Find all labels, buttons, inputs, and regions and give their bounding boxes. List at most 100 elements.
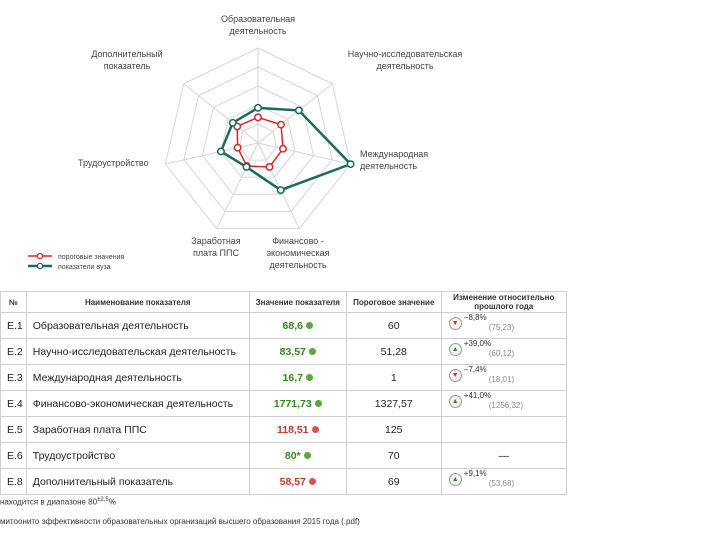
series-point: [228, 118, 237, 127]
footnote-source-link[interactable]: митоонито эффективности образовательных …: [0, 517, 360, 526]
status-green-icon: [308, 348, 316, 356]
status-green-icon: [305, 374, 313, 382]
change-column: ▲ +41,0% (1256,32): [440, 390, 567, 417]
radar-grid-ring: [164, 47, 352, 230]
table-row: Е.1 Образовательная деятельность 68,6 60 ▼ −8…: [0, 312, 567, 339]
legend-label: показатели вуза: [58, 264, 111, 271]
series-point: [279, 144, 287, 153]
axis-label: деятельность: [229, 26, 286, 36]
change-dash: —: [498, 449, 510, 462]
axis-label: Научно-исследовательская: [348, 49, 463, 59]
axis-label: Заработная: [191, 236, 241, 246]
change-cell: ▲ +39,0% (60,12): [448, 339, 559, 361]
trend-up-icon: ▲: [448, 343, 462, 356]
radar-spoke: [257, 142, 300, 229]
indicator-value: 118,51: [276, 423, 309, 436]
status-red-icon: [311, 426, 319, 434]
row-number: Е.4: [0, 390, 27, 417]
change-percent: +39,0%: [463, 339, 492, 348]
legend-marker: [36, 262, 44, 270]
change-column: ▼ −7,4% (18,01): [440, 364, 567, 391]
threshold-value: 70: [345, 442, 442, 469]
row-number: Е.2: [0, 338, 27, 365]
indicator-name: Финансово-экономическая деятельность: [25, 390, 250, 417]
row-number: Е.3: [0, 364, 27, 391]
col-change-header: Изменение относительно прошлого года: [440, 291, 567, 313]
previous-year-value: (75,23): [488, 323, 515, 332]
axis-label: плата ППС: [193, 248, 239, 258]
series-point: [346, 160, 355, 169]
axis-label: деятельность: [360, 161, 417, 171]
indicator-value: 16,7: [282, 371, 303, 384]
axis-label: деятельность: [269, 260, 326, 270]
indicator-name: Научно-исследовательская деятельность: [25, 338, 250, 365]
series-point: [276, 186, 285, 195]
threshold-value: 60: [345, 312, 442, 339]
table-row: Е.3 Международная деятельность 16,7 1 ▼ −7,4%…: [0, 364, 567, 391]
axis-label: Международная: [360, 149, 428, 159]
series-line: [219, 106, 353, 192]
change-percent: +41,0%: [463, 391, 492, 400]
trend-down-icon: ▼: [448, 317, 462, 330]
table-header-row: № Наименование показателя Значение показ…: [0, 291, 567, 313]
previous-year-value: (60,12): [488, 349, 515, 358]
change-percent: −7,4%: [463, 365, 487, 374]
radar-grid-ring: [183, 66, 333, 212]
col-num-header: №: [0, 291, 27, 313]
legend-marker: [36, 252, 44, 260]
col-threshold-header: Пороговое значение: [345, 291, 442, 313]
previous-year-value: (1256,32): [488, 401, 524, 410]
indicator-name: Образовательная деятельность: [25, 312, 250, 339]
radar-chart: Образовательная деятельность Научно-исслед…: [28, 14, 463, 271]
footnote-range: находится в диапазоне 80±2,5%: [0, 497, 116, 507]
legend-label: пороговые значения: [58, 254, 124, 261]
previous-year-value: (53,68): [488, 479, 515, 488]
table-row: Е.2 Научно-исследовательская деятельность…: [0, 338, 567, 365]
threshold-value: 125: [345, 416, 442, 443]
indicator-value: 80*: [284, 449, 301, 462]
table-row: Е.8 Дополнительный показатель 58,57 69 ▲ +9,1…: [0, 468, 567, 495]
row-number: Е.5: [0, 416, 27, 443]
change-cell: ▼ −8,8% (75,23): [448, 313, 559, 335]
axis-label: показатель: [104, 61, 151, 71]
status-green-icon: [305, 322, 313, 330]
footnote-range-suffix: %: [108, 497, 116, 507]
row-number: Е.6: [0, 442, 27, 469]
series-point: [277, 120, 285, 129]
indicator-name: Заработная плата ППС: [25, 416, 250, 443]
series-point: [233, 143, 242, 152]
indicator-value: 58,57: [279, 475, 306, 488]
change-cell: ▲ +41,0% (1256,32): [448, 391, 559, 413]
indicator-name: Дополнительный показатель: [25, 468, 250, 495]
radar-spoke: [183, 83, 259, 144]
threshold-value: 69: [345, 468, 442, 495]
change-column: ▲ +9,1% (53,68): [440, 468, 567, 495]
series-point: [294, 106, 303, 115]
change-cell: ▲ +9,1% (53,68): [448, 469, 559, 491]
indicator-value: 83,57: [279, 345, 306, 358]
axis-label: Трудоустройство: [78, 158, 149, 168]
radar-spoke: [257, 142, 351, 165]
col-name-header: Наименование показателя: [25, 291, 250, 313]
threshold-value: 1327,57: [345, 390, 442, 417]
change-column: ▼ −8,8% (75,23): [440, 312, 567, 339]
trend-down-icon: ▼: [448, 369, 462, 382]
threshold-value: 1: [345, 364, 442, 391]
threshold-value: 51,28: [345, 338, 442, 365]
row-number: Е.8: [0, 468, 27, 495]
axis-label: экономическая: [266, 248, 329, 258]
indicator-name: Международная деятельность: [25, 364, 250, 391]
radar-spoke: [165, 142, 259, 165]
col-value-header: Значение показателя: [248, 291, 347, 313]
radar-spoke: [216, 142, 259, 229]
series-point: [254, 103, 262, 112]
radar-grid-ring: [238, 123, 278, 161]
axis-label: Дополнительный: [91, 49, 162, 59]
change-percent: +9,1%: [463, 469, 487, 478]
series-point: [265, 163, 274, 171]
footnote-range-text: находится в диапазоне 80: [0, 497, 98, 507]
radar-spoke: [257, 83, 333, 144]
axis-label: деятельность: [376, 61, 433, 71]
row-number: Е.1: [0, 312, 27, 339]
series-point: [217, 147, 225, 156]
